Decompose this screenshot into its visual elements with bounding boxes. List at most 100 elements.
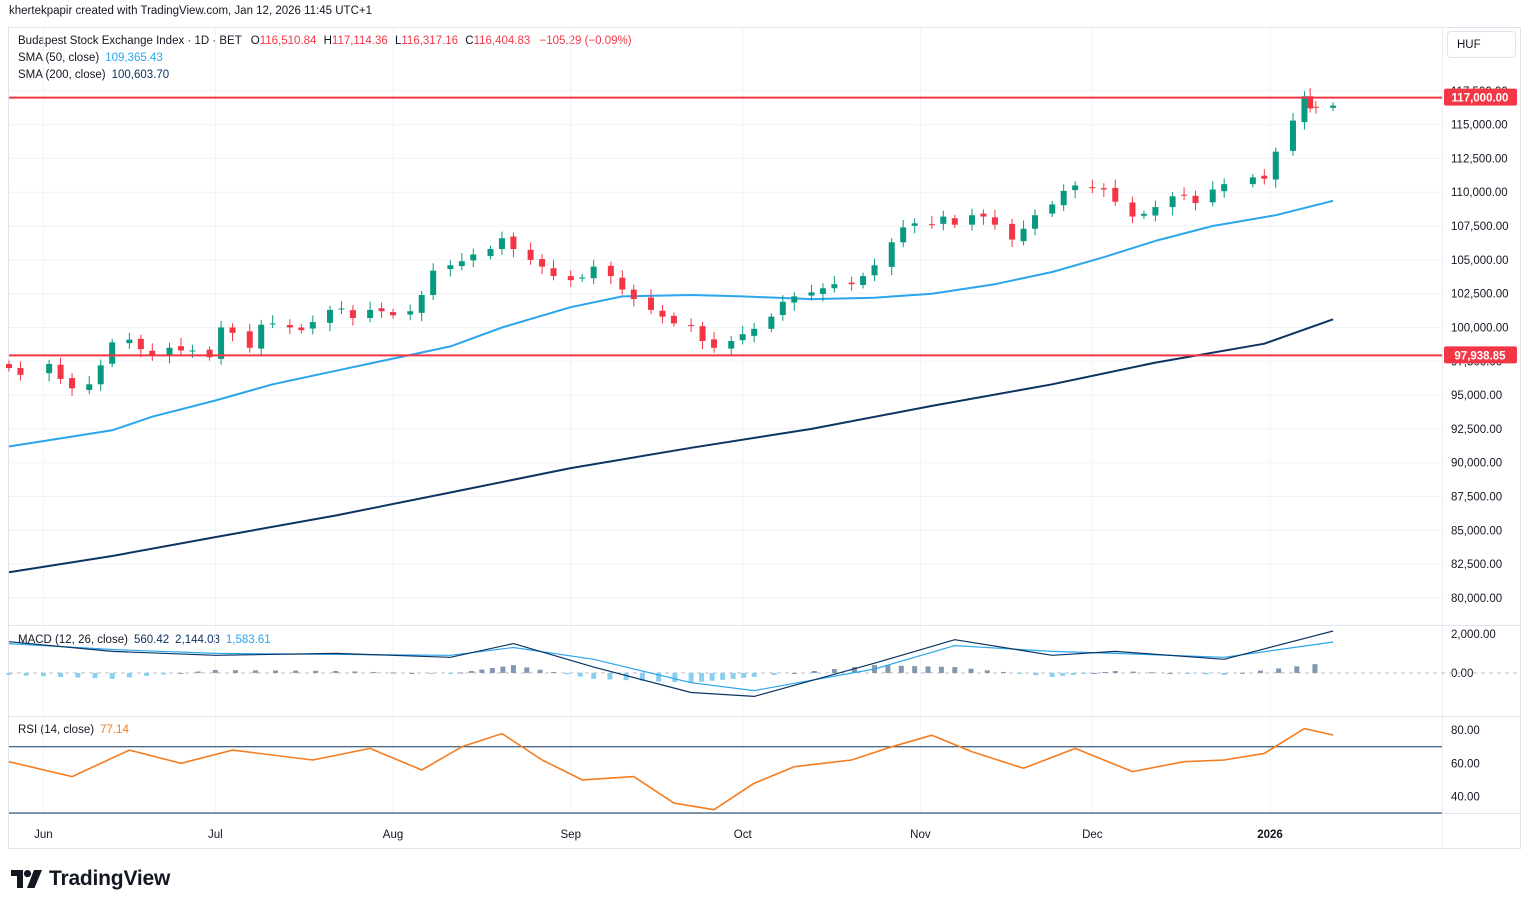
macd-histogram-bar (390, 672, 396, 674)
macd-histogram-bar (500, 666, 506, 673)
y-tick-label: 112,500.00 (1451, 153, 1508, 165)
x-tick-label: 2026 (1257, 829, 1283, 841)
candle-down (177, 346, 184, 351)
sma50-label: SMA (50, close) (18, 52, 100, 64)
macd-histogram-bar (699, 672, 705, 682)
high-label: H (323, 35, 332, 47)
macd-histogram-bar (968, 668, 974, 673)
x-tick-label: Jun (34, 829, 53, 841)
candle-up (338, 308, 345, 310)
rsi-line (8, 727, 1334, 811)
macd-histogram-bar (607, 672, 613, 680)
macd-histogram-bar (1221, 672, 1227, 675)
candle-up (458, 261, 465, 267)
currency-button[interactable]: HUF (1447, 31, 1516, 58)
macd-histogram-bar (333, 671, 339, 673)
candle-down (206, 349, 213, 358)
candle-down (1112, 187, 1119, 202)
x-tick-label: Nov (910, 829, 931, 841)
rsi-label: RSI (14, close) (18, 724, 95, 736)
candle-up (940, 216, 947, 224)
macd-histogram-bar (1312, 664, 1318, 673)
change-value: −105.29 (−0.09%) (539, 35, 632, 47)
macd-histogram-bar (1130, 671, 1136, 673)
macd-histogram-bar (709, 672, 715, 681)
symbol-legend[interactable]: Budapest Stock Exchange Index · 1D · BET… (18, 35, 632, 47)
macd-histogram-bar (1070, 672, 1076, 675)
sma200-legend[interactable]: SMA (200, close) 100,603.70 (18, 69, 169, 81)
brand-name: TradingView (49, 867, 171, 890)
candle-down (17, 368, 24, 375)
macd-histogram-bar (293, 670, 299, 673)
macd-histogram-bar (672, 672, 678, 683)
macd-histogram-bar (952, 667, 958, 673)
macd-legend[interactable]: MACD (12, 26, close) 560.42 2,144.03 1,583.… (18, 634, 271, 646)
macd-histogram-bar (1102, 671, 1108, 673)
candle-down (1312, 106, 1319, 108)
chart-frame (8, 27, 1521, 849)
macd-histogram-bar (409, 672, 415, 674)
candle-down (550, 268, 557, 277)
macd-histogram-bar (564, 672, 570, 675)
candle-down (607, 265, 614, 277)
chart-snapshot-caption: khertekpapir created with TradingView.co… (9, 5, 372, 17)
candle-up (579, 277, 586, 279)
currency-label: HUF (1457, 39, 1481, 51)
candle-up (326, 309, 333, 323)
level-price-badge (1444, 88, 1517, 106)
tradingview-logo[interactable]: TradingView (11, 867, 170, 891)
candle-up (309, 322, 316, 329)
rsi-legend[interactable]: RSI (14, close) 77.14 (18, 724, 129, 736)
candle-up (1032, 215, 1039, 229)
y-tick-label: 100,000.00 (1451, 322, 1509, 334)
macd-histogram-bar (126, 672, 132, 678)
candle-down (688, 325, 695, 327)
candle-up (97, 365, 104, 385)
candle-up (1249, 177, 1256, 185)
macd-histogram-bar (458, 672, 464, 674)
macd-histogram-bar (1167, 672, 1173, 674)
candle-up (367, 309, 374, 319)
candle-down (619, 277, 626, 290)
macd-histogram-bar (1112, 671, 1118, 673)
sma50-line (8, 199, 1334, 448)
macd-signal-value: 1,583.61 (225, 634, 271, 646)
candle-down (286, 325, 293, 328)
macd-histogram-bar (1203, 672, 1209, 675)
macd-histogram-bar (1001, 671, 1007, 673)
candle-down (1192, 195, 1199, 204)
candle-up (1072, 185, 1079, 191)
sma50-legend[interactable]: SMA (50, close) 109,365.43 (18, 52, 163, 64)
candle-down (980, 213, 987, 217)
candle-up (269, 323, 276, 325)
macd-histogram-bar (161, 672, 167, 675)
sma200-value: 100,603.70 (111, 69, 170, 81)
tradingview-logo-icon (11, 870, 42, 888)
candle-down (390, 312, 397, 316)
candle-down (1009, 223, 1016, 240)
candle-up (430, 270, 437, 296)
candle-down (57, 364, 64, 379)
candle-up (46, 363, 53, 374)
candle-down (149, 350, 156, 356)
close-value: 116,404.83 (473, 35, 531, 47)
rsi-value: 77.14 (100, 724, 129, 736)
candle-down (539, 259, 546, 267)
macd-histogram-bar (688, 672, 694, 683)
macd-line-value: 2,144.03 (175, 634, 220, 646)
macd-histogram-bar (831, 669, 837, 673)
rsi-axis-label: 60.00 (1451, 758, 1480, 770)
macd-histogram-bar (144, 672, 150, 676)
candle-up (407, 311, 414, 315)
macd-hist-value: 560.42 (133, 634, 170, 646)
macd-histogram-bar (195, 671, 201, 673)
candle-down (527, 249, 534, 260)
y-tick-label: 115,000.00 (1451, 120, 1508, 132)
macd-histogram-bar (468, 671, 474, 673)
y-tick-label: 82,500.00 (1451, 559, 1502, 571)
macd-histogram-bar (912, 666, 918, 673)
macd-label: MACD (12, 26, close) (18, 634, 128, 646)
candle-up (1060, 190, 1067, 206)
candle-up (1169, 196, 1176, 208)
